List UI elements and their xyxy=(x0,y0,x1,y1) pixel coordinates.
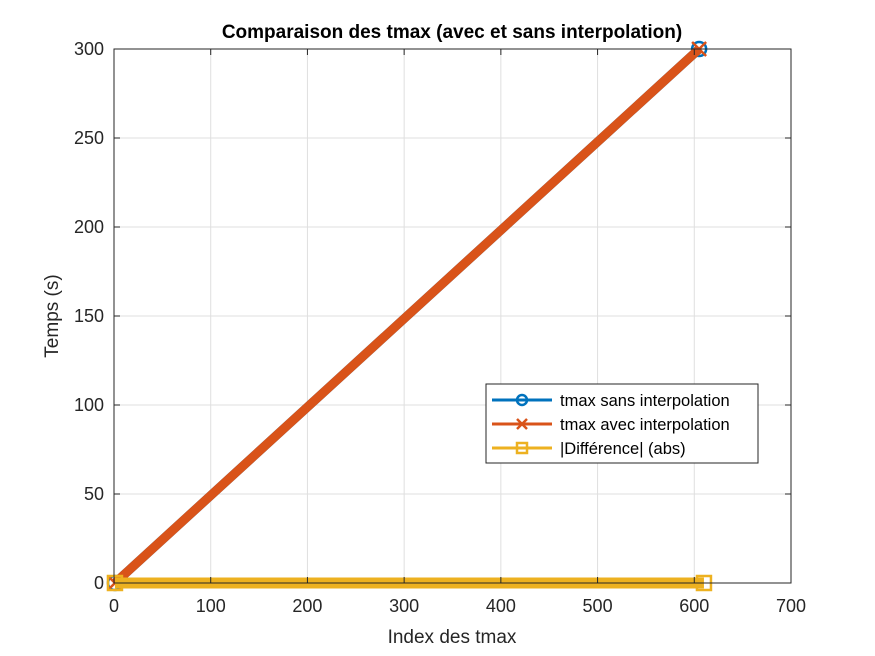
legend: tmax sans interpolation tmax avec interpo… xyxy=(485,383,759,464)
legend-label: tmax avec interpolation xyxy=(560,416,730,434)
x-tick-label: 400 xyxy=(486,596,516,616)
x-axis-label: Index des tmax xyxy=(388,627,517,648)
x-tick-label: 300 xyxy=(389,596,419,616)
y-tick-label: 150 xyxy=(74,306,104,326)
chart-title: Comparaison des tmax (avec et sans inter… xyxy=(222,22,682,43)
legend-entry-3: |Différence| (abs) xyxy=(492,440,686,458)
y-tick-label: 0 xyxy=(94,573,104,593)
x-tick-label: 0 xyxy=(109,596,119,616)
legend-label: tmax sans interpolation xyxy=(560,392,730,410)
x-tick-label: 700 xyxy=(776,596,806,616)
x-marker-stroke xyxy=(516,418,528,430)
legend-label: |Différence| (abs) xyxy=(560,440,686,458)
legend-marker xyxy=(516,418,528,430)
x-tick-label: 200 xyxy=(292,596,322,616)
x-tick-label: 500 xyxy=(583,596,613,616)
x-tick-label: 100 xyxy=(196,596,226,616)
legend-marker xyxy=(515,441,529,455)
axis-ticks: 0 100 200 300 400 500 600 700 0 50 100 150 200 250 300 xyxy=(74,39,806,616)
y-tick-label: 50 xyxy=(84,484,104,504)
legend-marker xyxy=(515,393,529,407)
x-tick-label: 600 xyxy=(679,596,709,616)
legend-entry-2: tmax avec interpolation xyxy=(492,416,730,434)
legend-entry-1: tmax sans interpolation xyxy=(492,392,730,410)
y-axis-label: Temps (s) xyxy=(42,274,63,357)
y-tick-label: 300 xyxy=(74,39,104,59)
y-tick-label: 250 xyxy=(74,128,104,148)
y-tick-label: 100 xyxy=(74,395,104,415)
y-tick-label: 200 xyxy=(74,217,104,237)
series-line xyxy=(111,45,703,587)
